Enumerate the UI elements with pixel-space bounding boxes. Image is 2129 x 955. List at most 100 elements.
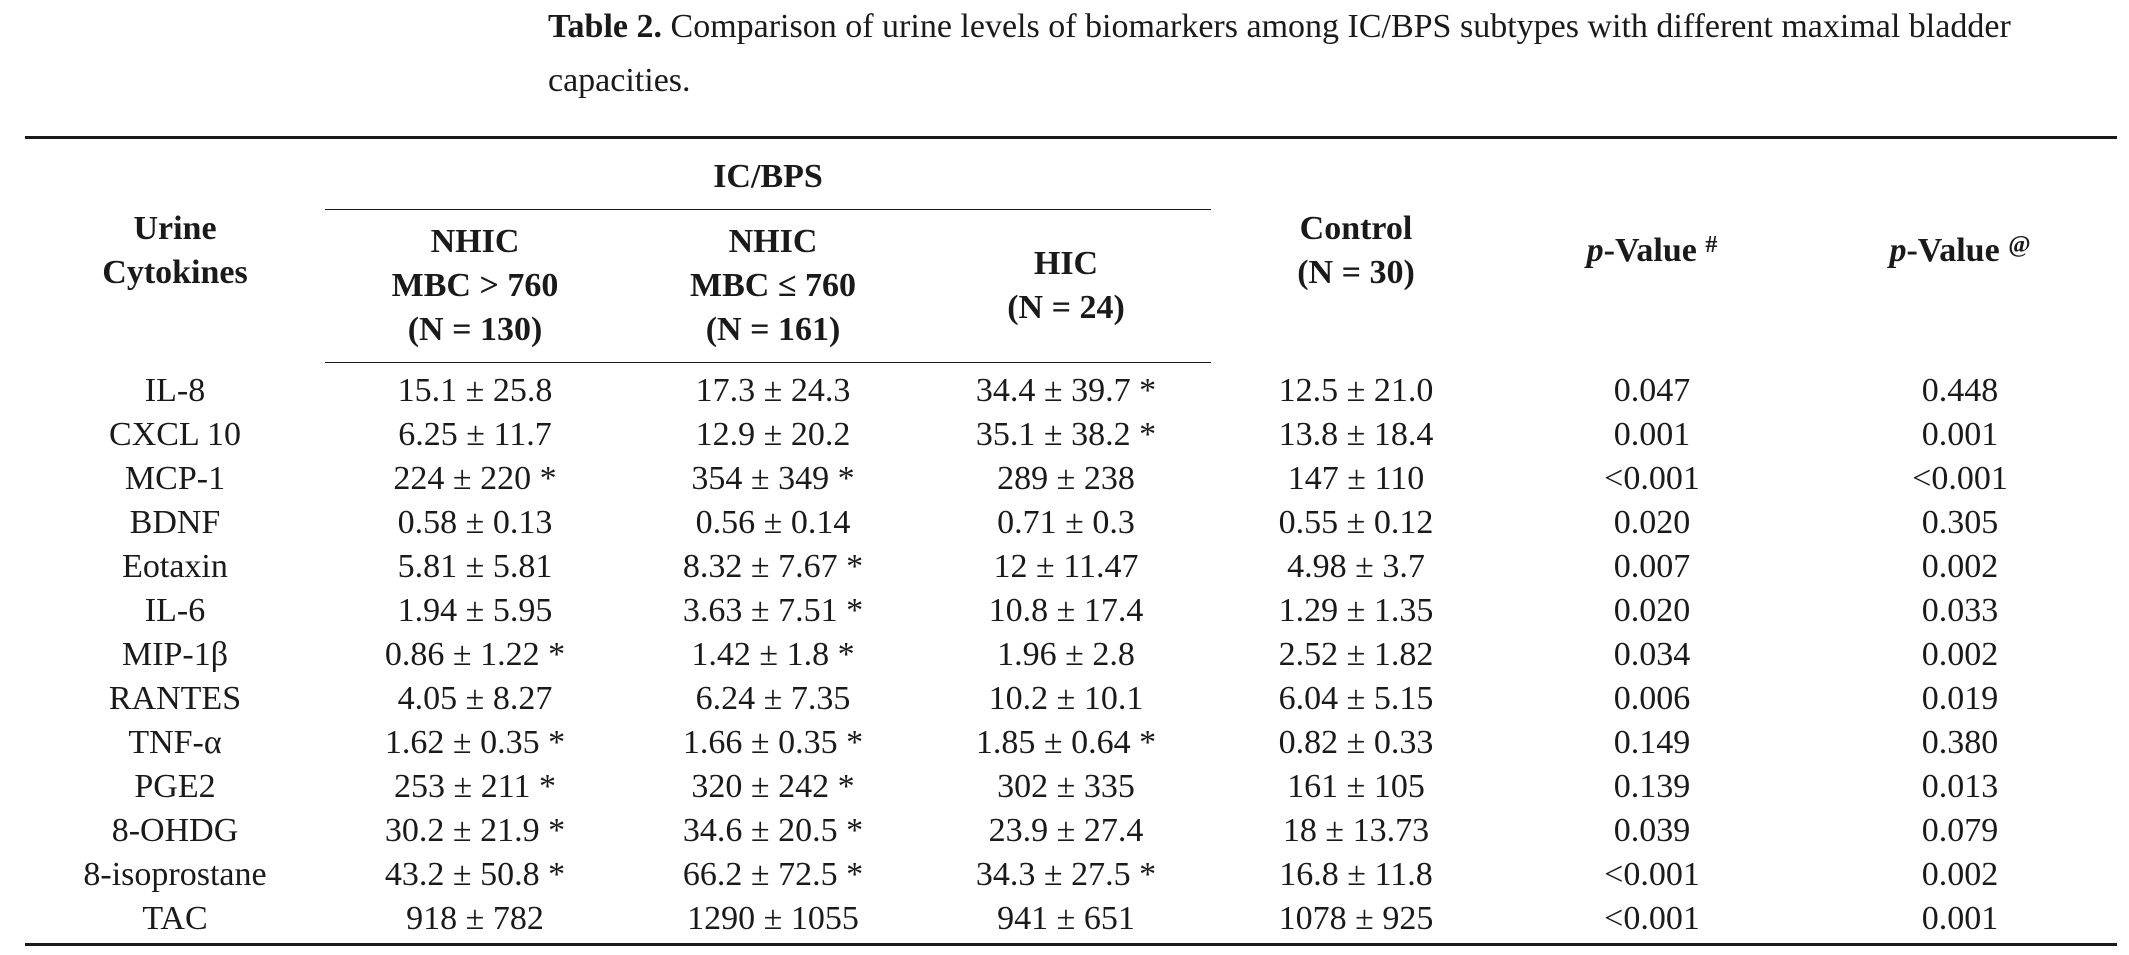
cell-p-value-hash: <0.001 (1604, 460, 1700, 497)
caption-label: Table 2. (548, 8, 663, 45)
cell-hic: 12 ± 11.47 (993, 548, 1139, 585)
table-row: CXCL 10 6.25 ± 11.7 12.9 ± 20.2 35.1 ± 3… (25, 413, 2117, 457)
cell-p-value-hash: 0.139 (1613, 768, 1691, 805)
cell-p-value-hash: 0.001 (1613, 416, 1691, 453)
cell-p-value-at: 0.448 (1921, 371, 1999, 409)
cell-nhic-gt-760: 1.94 ± 5.95 (397, 592, 553, 629)
cell-control: 161 ± 105 (1287, 768, 1425, 805)
cell-p-value-hash: 0.007 (1613, 548, 1691, 585)
table-row: MIP-1β 0.86 ± 1.22 * 1.42 ± 1.8 * 1.96 ±… (25, 633, 2117, 677)
cell-control: 2.52 ± 1.82 (1278, 636, 1434, 673)
cell-p-value-at: 0.002 (1921, 636, 1999, 673)
cell-cytokine: BDNF (129, 504, 221, 541)
cell-p-value-at: 0.001 (1803, 897, 2117, 946)
cell-control: 16.8 ± 11.8 (1279, 856, 1433, 893)
cell-cytokine: IL-6 (144, 592, 206, 629)
cell-hic: 1.85 ± 0.64 * (975, 724, 1157, 761)
cell-nhic-gt-760: 918 ± 782 (325, 897, 625, 946)
header-p-value-hash: p-Value # (1501, 136, 1803, 363)
table-body: IL-8 15.1 ± 25.8 17.3 ± 24.3 34.4 ± 39.7… (25, 363, 2117, 946)
cell-p-value-hash: 0.034 (1613, 636, 1691, 673)
cell-p-value-hash: <0.001 (1604, 856, 1700, 893)
table-row: TNF-α 1.62 ± 0.35 * 1.66 ± 0.35 * 1.85 ±… (25, 721, 2117, 765)
cell-control: 18 ± 13.73 (1282, 812, 1430, 849)
caption-text: Comparison of urine levels of biomarkers… (548, 8, 2011, 99)
biomarker-table: Urine Cytokines IC/BPS Control (N = 30) … (25, 136, 2117, 946)
cell-p-value-at: 0.001 (1921, 416, 1999, 453)
cell-control: 13.8 ± 18.4 (1278, 416, 1434, 453)
cell-nhic-le-760: 17.3 ± 24.3 (695, 372, 851, 409)
table-row: 8-isoprostane 43.2 ± 50.8 * 66.2 ± 72.5 … (25, 853, 2117, 897)
cell-hic: 10.8 ± 17.4 (988, 592, 1144, 629)
cell-p-value-hash: 0.047 (1613, 371, 1691, 409)
cell-hic: 289 ± 238 (997, 460, 1135, 497)
cell-p-value-at: 0.079 (1921, 812, 1999, 849)
cell-cytokine: RANTES (108, 680, 242, 717)
cell-nhic-gt-760: 6.25 ± 11.7 (398, 416, 552, 453)
cell-control: 1.29 ± 1.35 (1278, 592, 1434, 629)
cell-cytokine: MIP-1β (121, 636, 229, 673)
cell-nhic-gt-760: 1.62 ± 0.35 * (384, 724, 566, 761)
cell-nhic-gt-760: 43.2 ± 50.8 * (384, 856, 566, 893)
cell-hic: 34.3 ± 27.5 * (975, 856, 1157, 893)
table-row: TAC 918 ± 782 1290 ± 1055 941 ± 651 1078… (25, 897, 2117, 946)
cell-p-value-at: 0.380 (1921, 724, 1999, 761)
cell-hic: 302 ± 335 (997, 768, 1135, 805)
header-nhic-mbc-gt-760: NHIC MBC > 760 (N = 130) (325, 209, 625, 363)
table-row: IL-6 1.94 ± 5.95 3.63 ± 7.51 * 10.8 ± 17… (25, 589, 2117, 633)
cell-nhic-le-760: 12.9 ± 20.2 (695, 416, 851, 453)
cell-hic: 941 ± 651 (921, 897, 1211, 946)
cell-p-value-hash: 0.149 (1613, 724, 1691, 761)
cell-hic: 0.71 ± 0.3 (997, 504, 1135, 541)
cell-p-value-hash: 0.006 (1613, 680, 1691, 717)
cell-cytokine: IL-8 (144, 371, 206, 409)
cell-nhic-gt-760: 253 ± 211 * (394, 768, 556, 805)
cell-p-value-hash: 0.020 (1613, 504, 1691, 541)
cell-nhic-le-760: 1.42 ± 1.8 * (691, 636, 855, 673)
cell-hic: 34.4 ± 39.7 * (975, 372, 1157, 409)
cell-nhic-gt-760: 5.81 ± 5.81 (397, 548, 553, 585)
cell-hic: 35.1 ± 38.2 * (975, 416, 1157, 453)
cell-p-value-hash: 0.039 (1613, 812, 1691, 849)
cell-nhic-gt-760: 30.2 ± 21.9 * (384, 812, 566, 849)
cell-cytokine: 8-isoprostane (83, 856, 267, 893)
cell-p-value-at: 0.013 (1921, 768, 1999, 805)
cell-p-value-hash: 0.020 (1613, 592, 1691, 629)
cell-cytokine: TNF-α (128, 724, 222, 761)
cell-nhic-le-760: 8.32 ± 7.67 * (682, 548, 864, 585)
table-row: Eotaxin 5.81 ± 5.81 8.32 ± 7.67 * 12 ± 1… (25, 545, 2117, 589)
cell-control: 4.98 ± 3.7 (1287, 548, 1425, 585)
cell-control: 0.82 ± 0.33 (1278, 724, 1434, 761)
cell-p-value-at: 0.019 (1921, 680, 1999, 717)
cell-cytokine: MCP-1 (124, 460, 226, 497)
cell-nhic-le-760: 3.63 ± 7.51 * (682, 592, 864, 629)
header-group-icbps: IC/BPS (325, 136, 1211, 210)
cell-nhic-le-760: 320 ± 242 * (691, 768, 855, 805)
table-row: IL-8 15.1 ± 25.8 17.3 ± 24.3 34.4 ± 39.7… (25, 363, 2117, 414)
cell-nhic-le-760: 1290 ± 1055 (625, 897, 921, 946)
cell-hic: 1.96 ± 2.8 (997, 636, 1135, 673)
header-urine-cytokines: Urine Cytokines (25, 136, 325, 363)
cell-control: 0.55 ± 0.12 (1278, 504, 1434, 541)
cell-hic: 23.9 ± 27.4 (988, 812, 1144, 849)
cell-nhic-le-760: 6.24 ± 7.35 (695, 680, 851, 717)
cell-p-value-at: 0.305 (1921, 504, 1999, 541)
cell-nhic-le-760: 354 ± 349 * (691, 460, 855, 497)
table-row: 8-OHDG 30.2 ± 21.9 * 34.6 ± 20.5 * 23.9 … (25, 809, 2117, 853)
header-p-value-at: p-Value @ (1803, 136, 2117, 363)
cell-nhic-le-760: 66.2 ± 72.5 * (682, 856, 864, 893)
cell-nhic-gt-760: 0.58 ± 0.13 (397, 504, 553, 541)
cell-control: 12.5 ± 21.0 (1278, 371, 1434, 409)
header-hic: HIC (N = 24) (921, 209, 1211, 363)
cell-control: 147 ± 110 (1287, 460, 1425, 497)
cell-cytokine: PGE2 (134, 768, 216, 805)
cell-hic: 10.2 ± 10.1 (988, 680, 1144, 717)
cell-nhic-le-760: 1.66 ± 0.35 * (682, 724, 864, 761)
cell-p-value-at: 0.002 (1921, 548, 1999, 585)
cell-nhic-gt-760: 224 ± 220 * (393, 460, 557, 497)
cell-control: 1078 ± 925 (1211, 897, 1501, 946)
cell-nhic-gt-760: 0.86 ± 1.22 * (384, 636, 566, 673)
cell-p-value-at: 0.002 (1921, 856, 1999, 893)
cell-cytokine: 8-OHDG (111, 812, 239, 849)
cell-nhic-le-760: 0.56 ± 0.14 (695, 504, 851, 541)
